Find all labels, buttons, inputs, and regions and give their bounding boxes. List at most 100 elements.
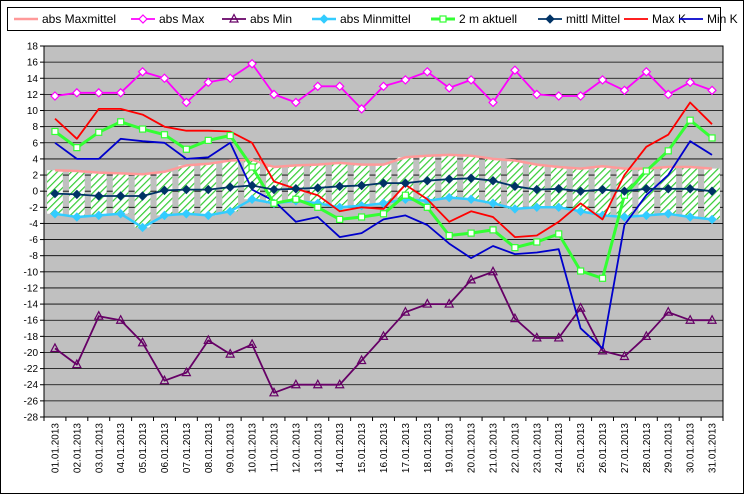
- mittl-mittel-point: [247, 180, 257, 191]
- mittl-mittel-point: [225, 182, 235, 192]
- abs-max-point: [400, 75, 411, 85]
- abs-max-point: [597, 75, 608, 85]
- abs-min-point: [531, 332, 542, 342]
- legend-swatch-max-k: [624, 18, 648, 20]
- legend-label: 2 m aktuell: [459, 12, 518, 26]
- mittl-mittel-point: [356, 180, 367, 191]
- mittl-mittel-point: [641, 184, 652, 194]
- legend-swatch-abs-min: [222, 13, 246, 23]
- x-tick-label: 12.01.2013: [291, 423, 302, 473]
- mittl-mittel-point: [422, 175, 433, 186]
- x-tick-label: 09.01.2013: [226, 423, 237, 473]
- abs-min-point: [685, 314, 696, 324]
- series-abs-maxmittel: [54, 153, 713, 176]
- y-tick-label: -14: [24, 300, 39, 311]
- abs-min-point: [225, 348, 236, 358]
- y-tick-label: 4: [32, 154, 38, 165]
- y-tick-label: -4: [29, 219, 38, 230]
- mittl-mittel-point: [50, 188, 60, 199]
- abs-min-point: [268, 387, 279, 397]
- y-tick-label: -2: [29, 203, 38, 214]
- 2-m-aktuell-point: [401, 191, 410, 199]
- 2-m-aktuell-point: [226, 131, 234, 140]
- legend: abs Maxmittel abs Max abs Min abs Minmittel…: [7, 7, 738, 31]
- 2-m-aktuell-point: [336, 215, 344, 224]
- y-tick-label: 8: [32, 122, 38, 133]
- mittl-mittel-point: [400, 178, 411, 188]
- series-line-abs-min: [54, 270, 712, 394]
- x-tick-label: 03.01.2013: [94, 423, 105, 473]
- mittl-mittel-point: [203, 184, 213, 195]
- legend-mittl-mittel-point: [545, 14, 555, 24]
- y-tick-label: -6: [29, 235, 38, 246]
- y-tick-label: -8: [29, 251, 38, 262]
- legend-abs-min-point: [229, 13, 239, 23]
- x-tick-label: 26.01.2013: [598, 423, 609, 473]
- mittl-mittel-point: [313, 183, 323, 193]
- abs-min-point: [378, 330, 389, 340]
- abs-max-point: [137, 66, 148, 77]
- abs-max-point: [72, 87, 82, 98]
- y-tick-label: -22: [24, 364, 39, 375]
- mittl-mittel-point: [597, 184, 608, 195]
- abs-min-point: [553, 332, 564, 342]
- x-tick-label: 06.01.2013: [160, 423, 171, 473]
- abs-min-point: [488, 266, 499, 276]
- abs-min-point: [93, 310, 104, 320]
- abs-minmittel-point: [72, 212, 82, 222]
- abs-minmittel-point: [181, 209, 192, 219]
- mittl-mittel-point: [291, 184, 301, 194]
- abs-max-point: [334, 81, 345, 92]
- abs-max-point: [203, 77, 214, 88]
- mittl-mittel-point: [115, 191, 126, 201]
- mittl-mittel-point: [334, 181, 345, 192]
- normal-range-band: [244, 159, 260, 200]
- mittl-mittel-point: [181, 184, 192, 195]
- 2-m-aktuell-point: [555, 230, 563, 238]
- 2-m-aktuell-point: [467, 229, 475, 237]
- abs-max-point: [422, 66, 433, 77]
- x-tick-label: 25.01.2013: [576, 423, 587, 473]
- mittl-mittel-point: [444, 174, 454, 184]
- 2-m-aktuell-point: [511, 244, 519, 252]
- abs-minmittel-point: [575, 206, 586, 217]
- 2-m-aktuell-point: [182, 145, 190, 153]
- y-tick-label: 2: [32, 171, 38, 182]
- 2-m-aktuell-point: [73, 144, 81, 152]
- abs-minmittel-point: [50, 209, 60, 219]
- legend-label: abs Max: [159, 12, 205, 26]
- abs-minmittel-point: [247, 194, 257, 204]
- mittl-mittel-point: [685, 184, 695, 194]
- abs-min-point: [159, 374, 170, 385]
- abs-max-point: [575, 91, 586, 101]
- x-tick-label: 07.01.2013: [182, 423, 193, 473]
- abs-max-point: [531, 89, 542, 100]
- legend-item-2-m-aktuell: 2 m aktuell: [429, 8, 529, 30]
- abs-max-point: [466, 75, 476, 85]
- plot-border: [43, 45, 724, 418]
- abs-min-point: [597, 345, 608, 355]
- abs-min-point: [181, 366, 192, 377]
- abs-minmittel-point: [94, 210, 104, 221]
- abs-max-point: [619, 85, 630, 96]
- abs-max-point: [488, 97, 498, 108]
- 2-m-aktuell-point: [598, 274, 607, 282]
- abs-min-point: [203, 334, 214, 344]
- legend-label: abs Min: [250, 12, 293, 26]
- abs-minmittel-point: [685, 212, 695, 222]
- normal-range-band: [134, 174, 151, 228]
- legend-label: abs Minmittel: [340, 12, 411, 26]
- legend-label: Max K: [652, 12, 687, 26]
- legend-abs-minmittel-point: [319, 14, 329, 24]
- abs-min-point: [663, 306, 674, 316]
- y-tick-label: -10: [24, 267, 39, 278]
- abs-max-point: [378, 81, 389, 92]
- abs-max-point: [707, 85, 717, 96]
- x-tick-label: 14.01.2013: [335, 423, 346, 473]
- x-tick-label: 17.01.2013: [401, 423, 412, 473]
- abs-max-point: [312, 81, 323, 92]
- abs-minmittel-point: [225, 206, 235, 217]
- abs-min-point: [444, 298, 455, 308]
- 2-m-aktuell-point: [138, 125, 147, 133]
